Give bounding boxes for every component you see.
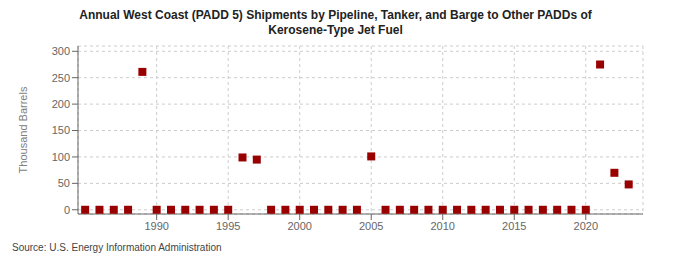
svg-text:50: 50: [58, 177, 70, 189]
svg-text:2020: 2020: [574, 220, 598, 232]
html-text:Annual West Coast (PADD 5) Shi: Annual West Coast (PADD 5) Shipments by …: [79, 8, 592, 22]
svg-text:250: 250: [52, 72, 70, 84]
svg-text:150: 150: [52, 124, 70, 136]
svg-text:2010: 2010: [431, 220, 455, 232]
svg-text:100: 100: [52, 151, 70, 163]
svg-text:Thousand Barrels: Thousand Barrels: [17, 86, 29, 173]
svg-text:2015: 2015: [502, 220, 526, 232]
svg-text:300: 300: [52, 45, 70, 57]
svg-text:1990: 1990: [144, 220, 168, 232]
svg-text:200: 200: [52, 98, 70, 110]
html-text:Kerosene-Type Jet Fuel: Kerosene-Type Jet Fuel: [268, 23, 403, 37]
svg-text:2000: 2000: [287, 220, 311, 232]
svg-text:2005: 2005: [359, 220, 383, 232]
html-text:Source: U.S. Energy Informatio: Source: U.S. Energy Information Administ…: [12, 242, 222, 253]
svg-text:0: 0: [64, 204, 70, 216]
svg-text:1995: 1995: [216, 220, 240, 232]
